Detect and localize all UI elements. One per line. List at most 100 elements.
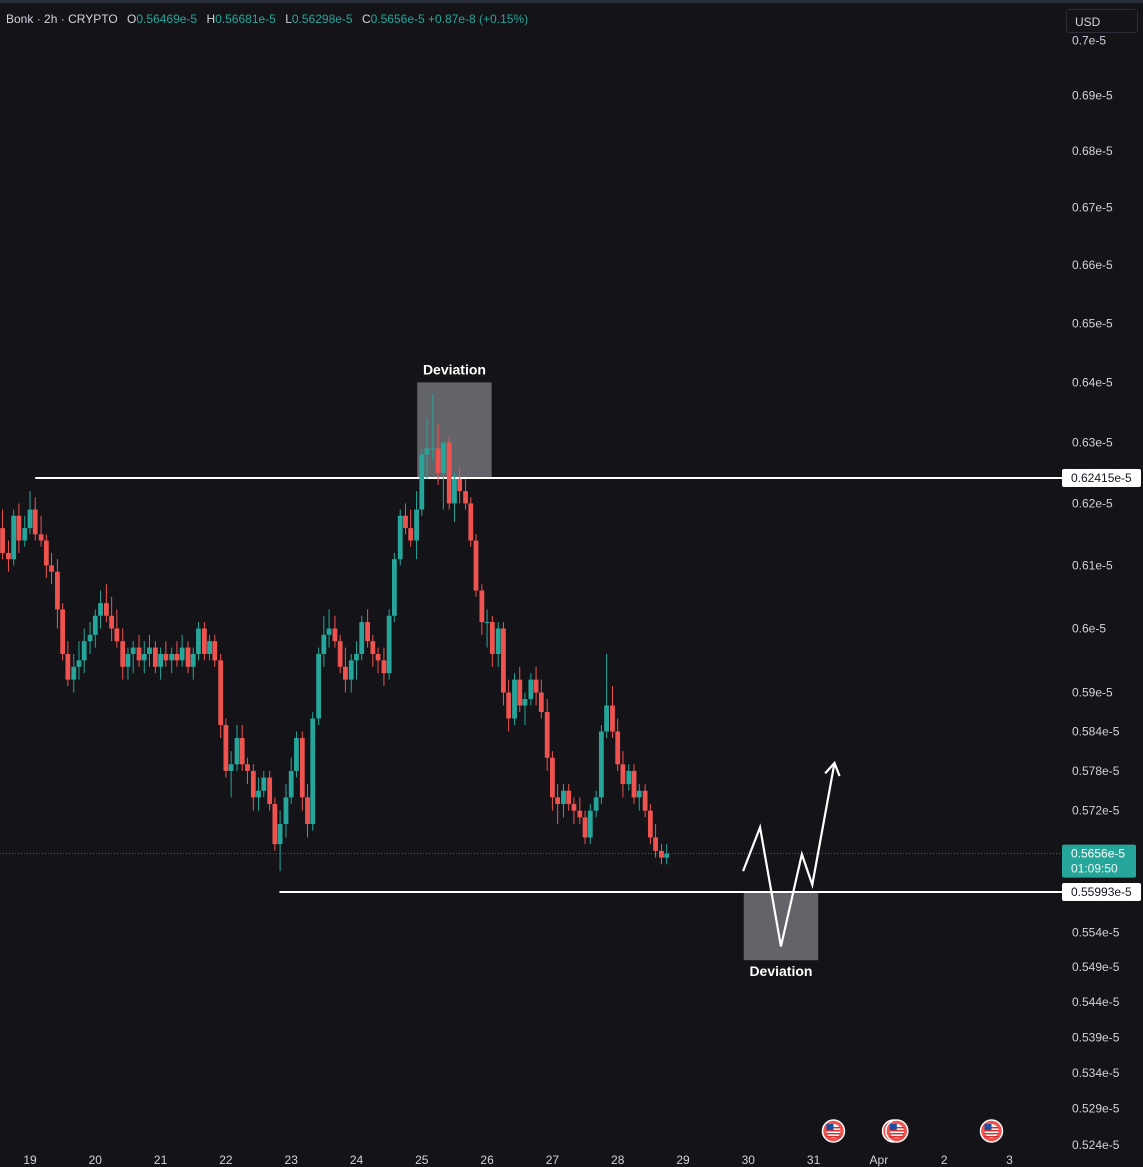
candle-body [141, 653, 147, 661]
price-tick-label: 0.549e-5 [1072, 960, 1120, 974]
candle-body [6, 552, 11, 560]
candle-body [288, 770, 294, 798]
candle-body [174, 653, 180, 661]
us-flag-icon[interactable] [885, 1119, 909, 1143]
price-tick-label: 0.59e-5 [1072, 686, 1113, 700]
candle-body [32, 509, 38, 535]
candle-body [87, 634, 93, 642]
high-value: 0.56681e-5 [215, 12, 276, 26]
candle-body [446, 442, 452, 504]
candle-body [495, 628, 501, 654]
deviation-label: Deviation [749, 963, 812, 979]
candle-body [234, 738, 240, 765]
time-tick-label: 29 [676, 1153, 690, 1167]
price-tick-label: 0.65e-5 [1072, 316, 1113, 330]
candle-body [647, 810, 653, 838]
candle-body [158, 653, 163, 667]
level-price-text: 0.62415e-5 [1071, 471, 1132, 485]
candle-body [283, 797, 289, 825]
candle-body [299, 738, 305, 798]
time-tick-label: 22 [219, 1153, 233, 1167]
candle-body [245, 764, 250, 771]
candle-body [620, 764, 626, 785]
high-label: H [206, 12, 216, 26]
bar-countdown-text: 01:09:50 [1071, 862, 1118, 876]
candle-body [109, 615, 115, 629]
candle-body [38, 534, 44, 541]
candle-body [561, 790, 566, 805]
candle-body [544, 711, 550, 758]
time-axis[interactable]: 19 20 21 22 23 24 25 26 27 28 29 30 31 Apr 2 3 [23, 1153, 1013, 1167]
candle-body [305, 797, 310, 825]
projection-path [742, 760, 841, 947]
price-tick-label: 0.578e-5 [1072, 764, 1120, 778]
price-tick-label: 0.534e-5 [1072, 1066, 1120, 1080]
candle-body [348, 660, 354, 680]
event-markers[interactable] [821, 1119, 1004, 1143]
time-tick-label: Apr [870, 1153, 889, 1167]
candle-body [316, 653, 322, 719]
price-tick-label: 0.544e-5 [1072, 995, 1120, 1009]
candle-body [512, 679, 517, 719]
deviation-box [743, 892, 819, 961]
candle-body [267, 777, 273, 805]
candle-body [463, 491, 468, 504]
price-labels: 0.62415e-5 0.55993e-5 0.5656e-501:09:50 [1062, 469, 1141, 901]
candle-body [424, 448, 430, 455]
us-flag-icon[interactable] [821, 1119, 846, 1143]
price-tick-label: 0.63e-5 [1072, 435, 1113, 449]
candle-body [152, 647, 158, 667]
time-tick-label: 27 [546, 1153, 560, 1167]
candle-body [81, 641, 87, 661]
symbol-name[interactable]: Bonk [6, 12, 34, 26]
us-flag-icon[interactable] [979, 1119, 1004, 1143]
price-tick-label: 0.554e-5 [1072, 926, 1120, 940]
candle-body [577, 810, 583, 818]
candle-body [642, 790, 648, 811]
candle-body [555, 797, 561, 805]
exchange-label: CRYPTO [68, 12, 118, 26]
candle-body [207, 641, 212, 654]
candle-body [550, 757, 555, 798]
candle-body [256, 790, 261, 798]
candle-body [169, 653, 175, 661]
time-tick-label: 3 [1006, 1153, 1013, 1167]
deviation-label: Deviation [423, 361, 486, 377]
candle-body [375, 653, 381, 661]
candle-body [310, 718, 316, 825]
currency-button[interactable]: USD [1066, 9, 1138, 33]
candle-body [212, 641, 218, 661]
interval-label: 2h [44, 12, 58, 26]
price-tick-label: 0.529e-5 [1072, 1102, 1120, 1116]
candle-body [179, 647, 185, 661]
candle-body [332, 628, 338, 642]
time-tick-label: 30 [742, 1153, 756, 1167]
us-flag-icon-stripe [826, 1133, 841, 1135]
candle-body [615, 731, 621, 765]
time-tick-label: 28 [611, 1153, 625, 1167]
candle-body [201, 628, 207, 654]
candle-body [342, 666, 348, 680]
price-axis[interactable]: 0.7e-5 0.69e-5 0.68e-5 0.67e-5 0.66e-5 0.65e-… [1072, 34, 1120, 1152]
candle-body [506, 692, 512, 719]
us-flag-icon-canton [889, 1124, 897, 1130]
candle-body [239, 738, 245, 765]
us-flag-icon-stripe [826, 1136, 841, 1138]
symbol-legend: Bonk · 2h · CRYPTO O0.56469e-5 H0.56681e… [6, 12, 528, 26]
candle-body [277, 824, 283, 845]
candle-body [92, 615, 98, 635]
time-tick-label: 23 [285, 1153, 299, 1167]
open-value: 0.56469e-5 [136, 12, 198, 26]
candle-body [517, 679, 523, 706]
candle-body [120, 641, 126, 667]
level-price-badge [1062, 469, 1141, 487]
candle-body [501, 628, 506, 693]
candle-body [479, 590, 485, 623]
candle-body [136, 647, 142, 661]
candle-body [218, 660, 224, 725]
candle-body [489, 622, 495, 654]
candle-body [11, 515, 17, 560]
candle-body [468, 503, 474, 541]
candle-body [365, 622, 371, 642]
